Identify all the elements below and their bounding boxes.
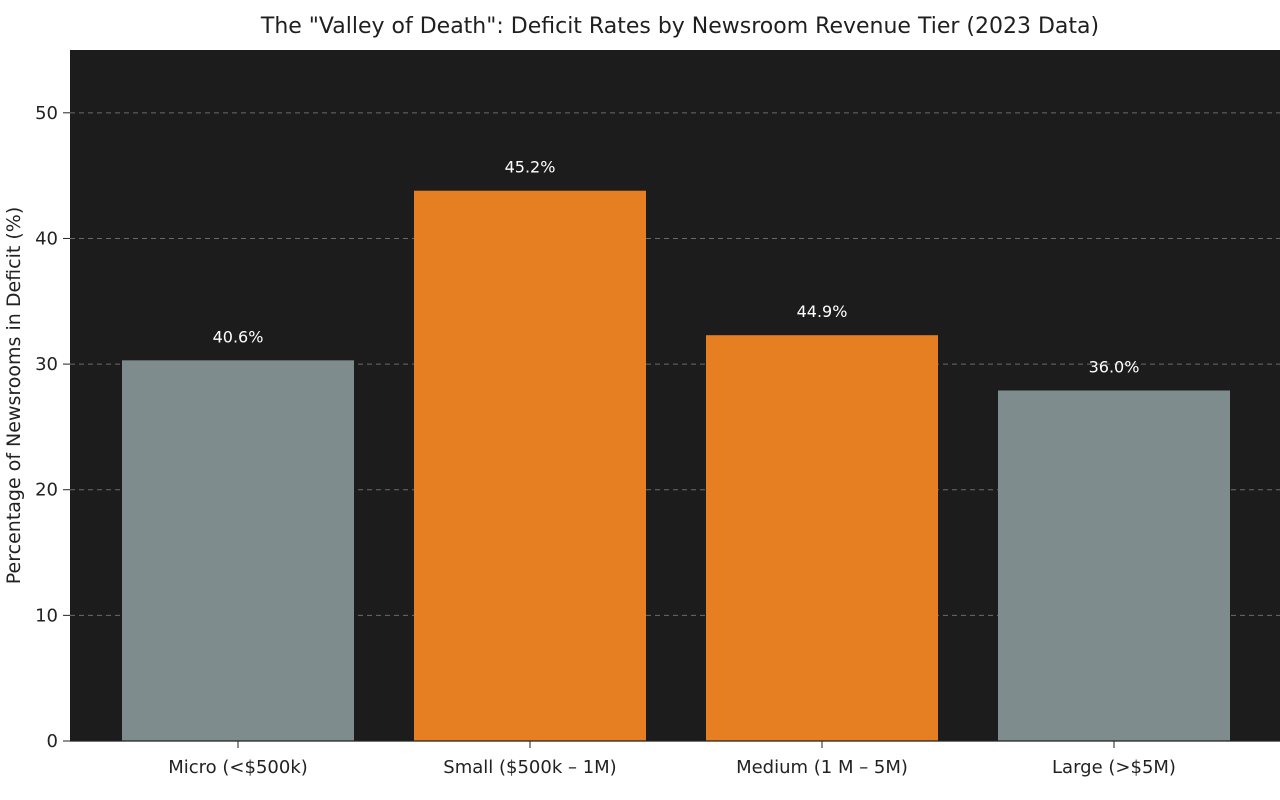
bar-value-label: 44.9% — [797, 302, 848, 321]
bar — [414, 190, 646, 742]
chart-title: The "Valley of Death": Deficit Rates by … — [260, 14, 1100, 39]
y-tick-label: 50 — [35, 103, 58, 124]
y-tick-label: 30 — [35, 354, 58, 375]
bar-value-label: 40.6% — [213, 327, 264, 346]
x-tick-label: Micro (<$500k) — [168, 757, 308, 778]
bar — [122, 360, 354, 741]
y-tick-label: 0 — [47, 731, 58, 752]
y-axis-label: Percentage of Newsrooms in Deficit (%) — [3, 207, 25, 584]
bar-value-label: 45.2% — [505, 158, 556, 177]
y-tick-label: 10 — [35, 605, 58, 626]
y-tick-label: 20 — [35, 480, 58, 501]
x-tick-label: Small ($500k – 1M) — [443, 757, 616, 778]
bar-value-label: 36.0% — [1089, 357, 1140, 376]
y-tick-label: 40 — [35, 228, 58, 249]
x-tick-label: Medium (1 M – 5M) — [736, 757, 908, 778]
bar — [706, 335, 938, 741]
bar — [998, 390, 1230, 741]
x-tick-label: Large (>$5M) — [1052, 757, 1176, 778]
